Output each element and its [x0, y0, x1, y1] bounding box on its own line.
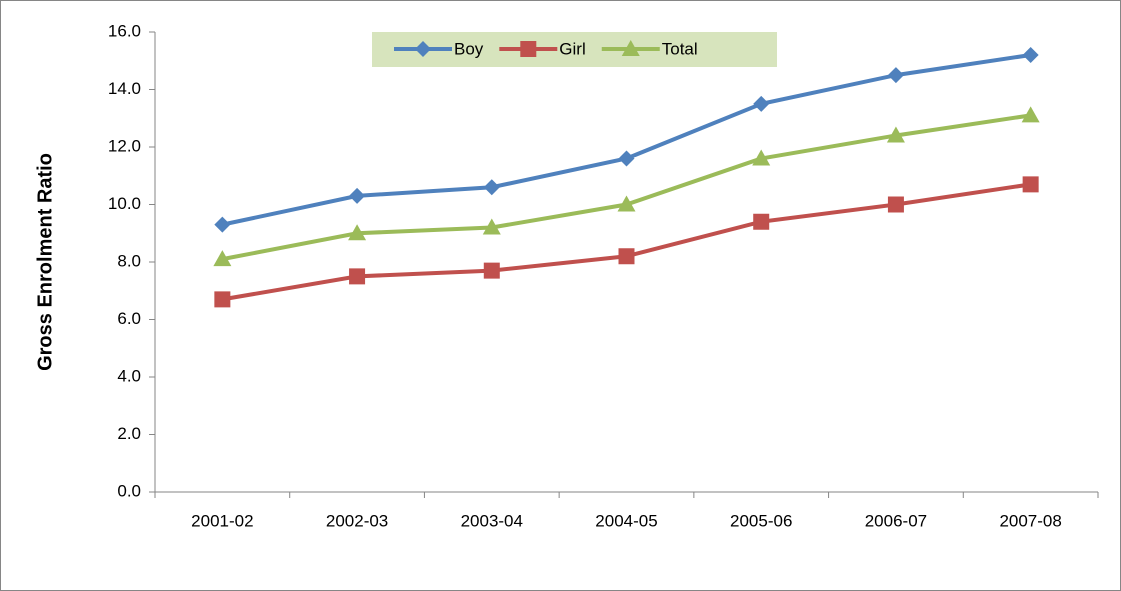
legend-label: Girl — [559, 39, 585, 58]
point-marker — [1022, 47, 1039, 63]
x-tick-label: 2006-07 — [865, 511, 927, 530]
point-marker — [886, 126, 905, 143]
point-marker — [349, 268, 366, 285]
point-marker — [618, 248, 635, 265]
point-marker — [483, 262, 500, 279]
point-marker — [1022, 176, 1039, 193]
y-tick-label: 4.0 — [117, 366, 141, 385]
point-marker — [213, 250, 232, 267]
legend-marker — [415, 41, 431, 57]
y-tick-label: 6.0 — [117, 309, 141, 328]
x-tick-label: 2005-06 — [730, 511, 792, 530]
point-marker — [214, 216, 231, 233]
y-axis-label: Gross Enrolment Ratio — [34, 153, 56, 371]
legend-label: Boy — [454, 39, 484, 58]
y-tick-label: 16.0 — [108, 21, 141, 40]
y-tick-label: 10.0 — [108, 194, 141, 213]
point-marker — [887, 67, 904, 84]
y-tick-label: 2.0 — [117, 424, 141, 443]
legend-marker — [520, 41, 537, 57]
point-marker — [887, 196, 904, 213]
point-marker — [618, 150, 635, 167]
y-tick-label: 8.0 — [117, 251, 141, 270]
y-tick-label: 0.0 — [117, 481, 141, 500]
x-tick-label: 2003-04 — [461, 511, 523, 530]
point-marker — [483, 179, 500, 196]
point-marker — [752, 149, 771, 166]
point-marker — [1021, 106, 1040, 123]
legend-marker — [621, 40, 640, 56]
point-marker — [349, 187, 366, 204]
y-tick-label: 12.0 — [108, 136, 141, 155]
point-marker — [617, 195, 636, 212]
x-tick-label: 2007-08 — [999, 511, 1061, 530]
x-tick-label: 2001-02 — [191, 511, 253, 530]
point-marker — [753, 95, 770, 112]
y-tick-label: 14.0 — [108, 79, 141, 98]
point-marker — [348, 224, 367, 241]
x-tick-label: 2002-03 — [326, 511, 388, 530]
point-marker — [214, 291, 231, 308]
point-marker — [482, 218, 501, 235]
point-marker — [753, 213, 770, 230]
x-tick-label: 2004-05 — [595, 511, 657, 530]
legend-label: Total — [662, 39, 698, 58]
